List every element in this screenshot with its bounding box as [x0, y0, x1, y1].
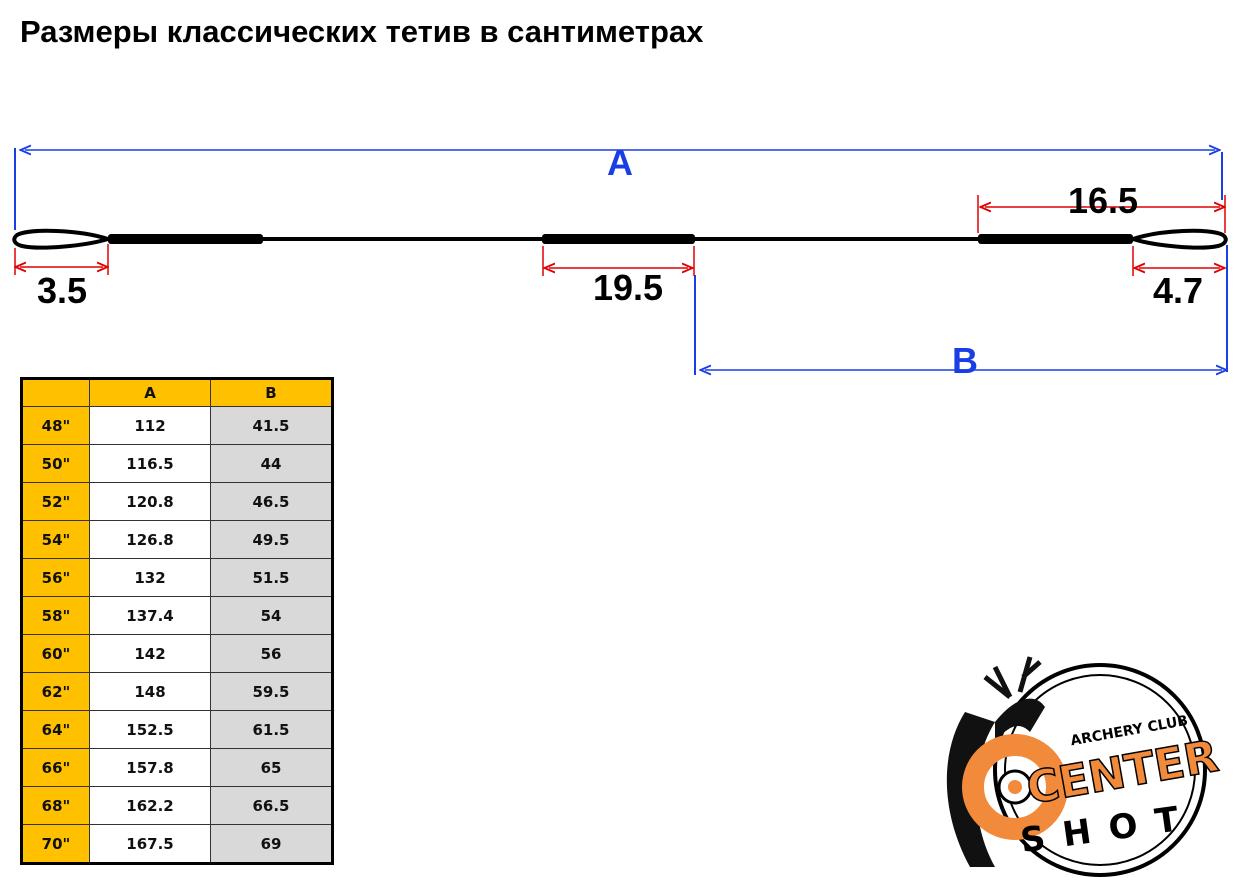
string-size-table: A B 48" 112 41.5 50" 116.5 44 52" 120.8 46.5 54" 1…: [20, 377, 334, 865]
bowstring-diagram: A B 16.5 3.5 19.5 4.7: [12, 142, 1228, 381]
table-row: 54" 126.8 49.5: [21, 520, 333, 559]
dimension-right-loop: 4.7: [1132, 246, 1220, 311]
cell-size: 68": [21, 786, 90, 825]
svg-text:16.5: 16.5: [1068, 180, 1138, 221]
header-a: A: [89, 378, 211, 407]
cell-a: 112: [89, 406, 211, 445]
cell-a: 162.2: [89, 786, 211, 825]
svg-text:4.7: 4.7: [1153, 270, 1203, 311]
table-row: 52" 120.8 46.5: [21, 482, 333, 521]
cell-a: 116.5: [89, 444, 211, 483]
cell-size: 50": [21, 444, 90, 483]
table-row: 60" 142 56: [21, 634, 333, 673]
cell-a: 167.5: [89, 824, 211, 864]
table-row: 62" 148 59.5: [21, 672, 333, 711]
svg-text:19.5: 19.5: [593, 267, 663, 308]
cell-a: 137.4: [89, 596, 211, 635]
cell-b: 59.5: [210, 672, 333, 711]
cell-b: 66.5: [210, 786, 333, 825]
cell-a: 126.8: [89, 520, 211, 559]
table-row: 64" 152.5 61.5: [21, 710, 333, 749]
cell-a: 142: [89, 634, 211, 673]
right-serving: [978, 234, 1133, 244]
cell-b: 69: [210, 824, 333, 864]
left-serving: [108, 234, 263, 244]
table-row: 50" 116.5 44: [21, 444, 333, 483]
header-size: [21, 378, 90, 407]
svg-text:A: A: [607, 142, 633, 183]
center-shot-logo: ARCHERY CLUB CENTER SHOT: [946, 656, 1223, 877]
dimension-a: A: [14, 142, 1223, 230]
cell-size: 58": [21, 596, 90, 635]
cell-b: 56: [210, 634, 333, 673]
cell-size: 70": [21, 824, 90, 864]
cell-size: 52": [21, 482, 90, 521]
table-row: 70" 167.5 69: [21, 824, 333, 864]
cell-a: 120.8: [89, 482, 211, 521]
antlers: [983, 656, 1042, 699]
cell-size: 56": [21, 558, 90, 597]
right-loop: [1132, 228, 1228, 250]
cell-a: 132: [89, 558, 211, 597]
cell-b: 44: [210, 444, 333, 483]
table-header-row: A B: [21, 378, 333, 407]
cell-size: 64": [21, 710, 90, 749]
svg-text:B: B: [952, 340, 978, 381]
cell-b: 46.5: [210, 482, 333, 521]
table-row: 66" 157.8 65: [21, 748, 333, 787]
cell-size: 66": [21, 748, 90, 787]
cell-b: 41.5: [210, 406, 333, 445]
deer-head: [995, 698, 1045, 742]
page-title: Размеры классических тетив в сантиметрах: [20, 14, 704, 49]
table-row: 48" 112 41.5: [21, 406, 333, 445]
dimension-left-loop: 3.5: [15, 244, 108, 311]
left-loop: [12, 228, 109, 250]
cell-b: 65: [210, 748, 333, 787]
cell-size: 54": [21, 520, 90, 559]
dimension-center-serving: 19.5: [542, 246, 695, 308]
svg-text:3.5: 3.5: [37, 270, 87, 311]
cell-size: 60": [21, 634, 90, 673]
dimension-right-serving: 16.5: [977, 180, 1225, 233]
cell-a: 152.5: [89, 710, 211, 749]
cell-a: 157.8: [89, 748, 211, 787]
bowstring: [12, 228, 1228, 250]
cell-b: 54: [210, 596, 333, 635]
header-b: B: [210, 378, 333, 407]
cell-b: 61.5: [210, 710, 333, 749]
table-row: 58" 137.4 54: [21, 596, 333, 635]
cell-b: 49.5: [210, 520, 333, 559]
table-row: 68" 162.2 66.5: [21, 786, 333, 825]
cell-size: 48": [21, 406, 90, 445]
center-serving: [542, 234, 695, 244]
table-row: 56" 132 51.5: [21, 558, 333, 597]
cell-a: 148: [89, 672, 211, 711]
cell-b: 51.5: [210, 558, 333, 597]
cell-size: 62": [21, 672, 90, 711]
dimension-b: B: [694, 245, 1228, 381]
